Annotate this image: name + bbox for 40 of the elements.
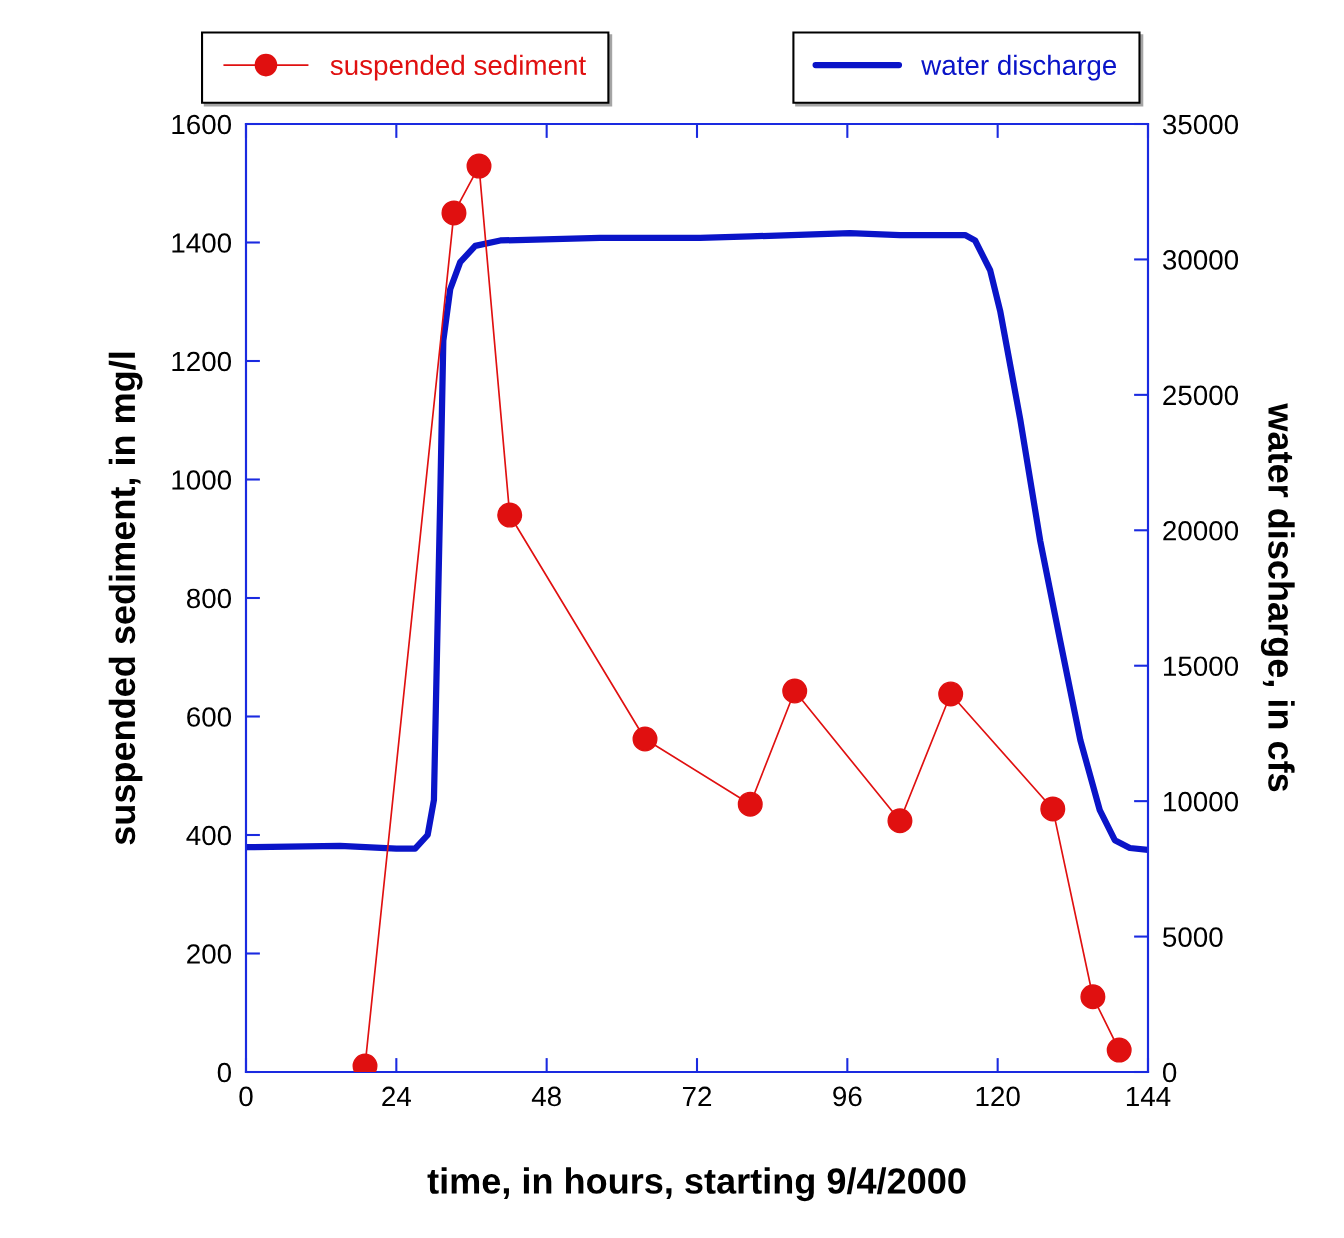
point bbox=[441, 200, 467, 226]
y-tick-label: 1000 bbox=[172, 470, 232, 490]
x-tick-label: 0 bbox=[239, 1086, 253, 1107]
y-tick-label: 800 bbox=[186, 588, 232, 609]
point bbox=[782, 678, 808, 704]
point bbox=[1040, 796, 1066, 822]
x-tick-label: 24 bbox=[382, 1086, 411, 1107]
x-tick-label: 96 bbox=[833, 1086, 862, 1107]
y-tick-label: 1600 bbox=[172, 114, 232, 135]
y2-axis-title: water discharge, in cfs bbox=[1260, 403, 1295, 792]
y-tick-label: 0 bbox=[217, 1062, 232, 1083]
y-axis-title: suspended sediment, in mg/l bbox=[108, 352, 143, 845]
y2-tick-label: 10000 bbox=[1164, 791, 1239, 812]
y-tick-label: 1400 bbox=[172, 233, 232, 253]
point bbox=[1106, 1037, 1132, 1063]
x-tick-label: 48 bbox=[531, 1086, 561, 1107]
point bbox=[737, 791, 763, 817]
legend-label: suspended sediment bbox=[330, 54, 586, 81]
y2-tick-label: 25000 bbox=[1163, 385, 1239, 406]
y-tick-label: 400 bbox=[186, 825, 232, 846]
legend-label: water discharge bbox=[921, 54, 1117, 81]
point bbox=[497, 502, 523, 528]
y2-tick-label: 35000 bbox=[1162, 114, 1239, 135]
y-tick-label: 600 bbox=[187, 707, 232, 727]
y2-tick-label: 0 bbox=[1162, 1062, 1177, 1083]
x-axis-title: time, in hours, starting 9/4/2000 bbox=[427, 1167, 966, 1202]
x-tick-label: 72 bbox=[682, 1086, 712, 1107]
y2-tick-label: 5000 bbox=[1163, 927, 1223, 947]
point bbox=[938, 681, 964, 707]
y-tick-label: 1200 bbox=[172, 351, 232, 372]
y2-tick-label: 15000 bbox=[1164, 656, 1239, 677]
y2-tick-label: 20000 bbox=[1163, 520, 1239, 541]
x-tick-label: 120 bbox=[976, 1086, 1020, 1107]
point bbox=[466, 153, 492, 179]
point bbox=[887, 808, 913, 834]
x-tick-label: 144 bbox=[1126, 1086, 1171, 1107]
y2-tick-label: 30000 bbox=[1162, 250, 1239, 270]
y-tick-label: 200 bbox=[187, 944, 232, 964]
point bbox=[632, 726, 658, 752]
point bbox=[1080, 984, 1106, 1010]
